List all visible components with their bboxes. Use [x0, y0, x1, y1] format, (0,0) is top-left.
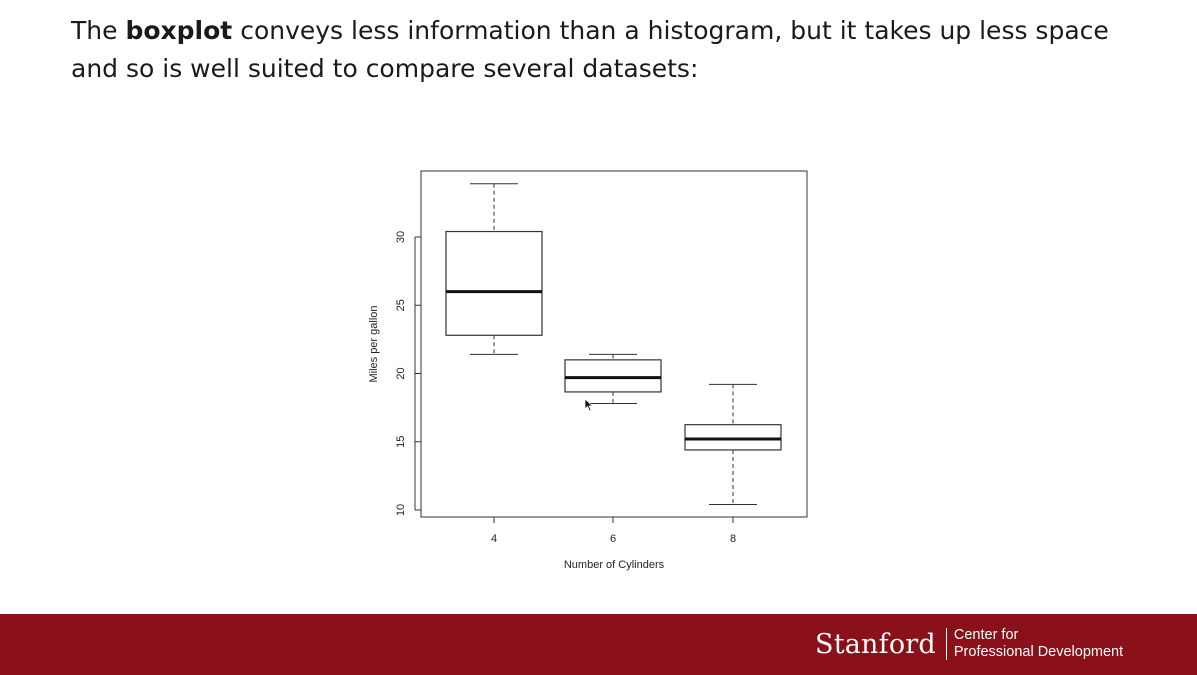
y-tick-label-30: 30 [395, 231, 407, 243]
slide-text: The boxplot conveys less information tha… [71, 12, 1141, 88]
y-tick-label-15: 15 [395, 436, 407, 448]
y-tick-label-10: 10 [395, 504, 407, 516]
footer-unit-line2: Professional Development [953, 644, 1124, 660]
box-6-iqr [564, 359, 662, 393]
y-axis-label: Miles per gallon [368, 305, 380, 382]
mouse-pointer-icon [584, 398, 594, 412]
box-4-iqr [445, 230, 543, 336]
x-tick-label-8: 8 [730, 533, 736, 545]
slide-text-bold: boxplot [125, 16, 233, 45]
y-tick-label-20: 20 [395, 367, 407, 379]
slide-text-rest: conveys less information than a histogra… [71, 16, 1109, 83]
boxplot-chart: 10 15 20 25 30 Miles per gallon 4 6 8 Number of C… [368, 170, 808, 571]
footer-divider [945, 628, 947, 660]
x-axis-label: Number of Cylinders [564, 559, 665, 571]
footer-unit-line1: Center for [953, 627, 1019, 643]
x-tick-label-4: 4 [491, 533, 497, 545]
plot-frame [420, 170, 808, 518]
footer-unit: Center for Professional Development [954, 627, 1123, 661]
footer-bar: Stanford Center for Professional Develop… [0, 614, 1197, 675]
y-tick-label-25: 25 [395, 299, 407, 311]
footer-brand: Stanford [815, 628, 936, 660]
x-tick-label-6: 6 [610, 533, 616, 545]
footer-logo: Stanford Center for Professional Develop… [815, 624, 1123, 664]
box-8-iqr [684, 424, 782, 451]
slide-text-intro: The [71, 16, 126, 45]
